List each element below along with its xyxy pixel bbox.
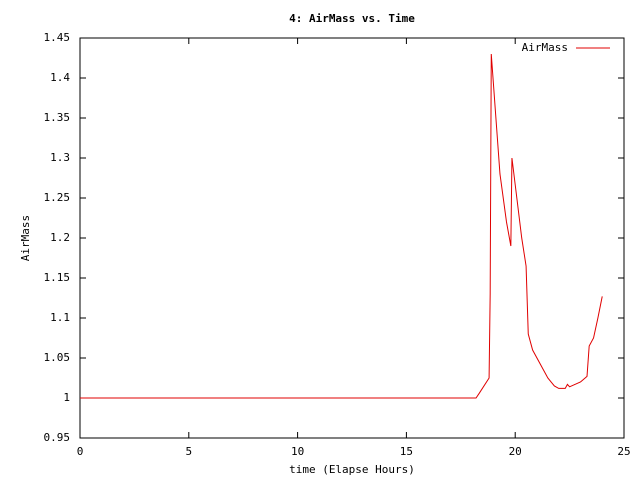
y-tick-label: 1.4 xyxy=(50,71,70,84)
y-tick-label: 1.15 xyxy=(44,271,71,284)
x-tick-label: 0 xyxy=(77,445,84,458)
y-tick-label: 1.1 xyxy=(50,311,70,324)
x-axis-label: time (Elapse Hours) xyxy=(289,463,415,476)
x-tick-label: 15 xyxy=(400,445,413,458)
y-tick-label: 1.25 xyxy=(44,191,71,204)
x-tick-label: 20 xyxy=(509,445,522,458)
y-tick-label: 1.05 xyxy=(44,351,71,364)
y-tick-label: 0.95 xyxy=(44,431,71,444)
legend-label: AirMass xyxy=(522,41,568,54)
y-tick-label: 1.2 xyxy=(50,231,70,244)
x-tick-label: 10 xyxy=(291,445,304,458)
chart-title: 4: AirMass vs. Time xyxy=(289,12,415,25)
y-tick-label: 1.35 xyxy=(44,111,71,124)
data-line xyxy=(80,53,603,399)
y-tick-label: 1 xyxy=(63,391,70,404)
x-tick-label: 5 xyxy=(185,445,192,458)
y-tick-label: 1.45 xyxy=(44,31,71,44)
y-tick-label: 1.3 xyxy=(50,151,70,164)
y-axis-label: AirMass xyxy=(19,215,32,261)
x-tick-label: 25 xyxy=(617,445,630,458)
